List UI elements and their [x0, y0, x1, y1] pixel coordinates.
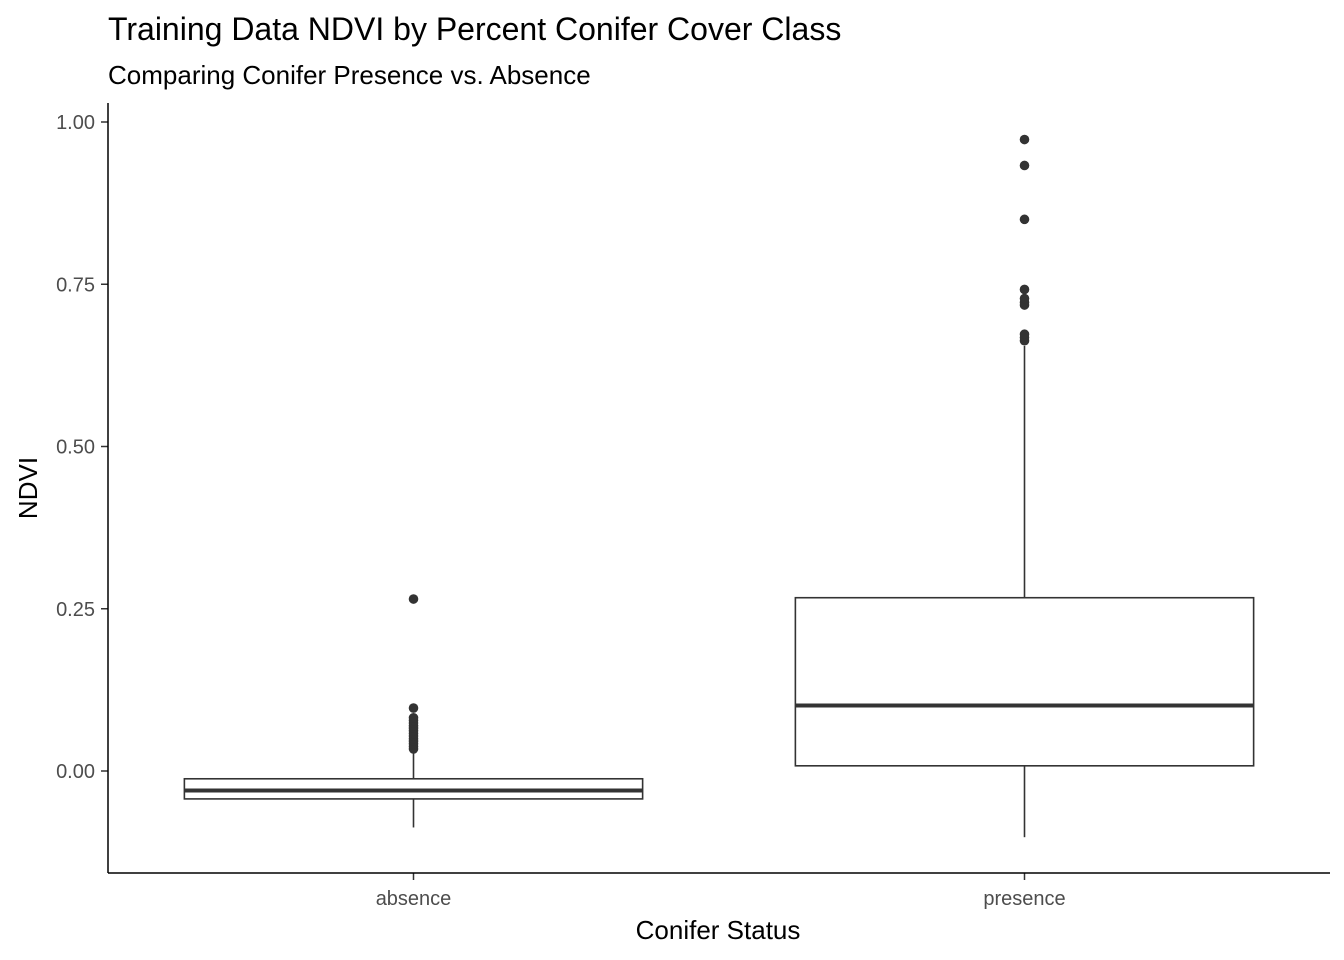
- chart-subtitle: Comparing Conifer Presence vs. Absence: [108, 60, 591, 90]
- box-presence: [794, 134, 1255, 838]
- y-tick-label: 1.00: [56, 112, 95, 134]
- outlier-point: [1019, 134, 1030, 145]
- y-axis-ticks: 0.00 0.25 0.50 0.75 1.00: [56, 112, 108, 783]
- y-tick-label: 0.50: [56, 437, 95, 459]
- outlier-point: [1019, 160, 1030, 171]
- y-tick-label: 0.75: [56, 274, 95, 296]
- plot-marks: [183, 134, 1255, 838]
- box-iqr: [794, 596, 1255, 767]
- outlier-point: [1019, 293, 1030, 304]
- x-tick-label: presence: [983, 888, 1065, 910]
- y-axis-title: NDVI: [13, 457, 43, 519]
- y-tick-label: 0.00: [56, 761, 95, 783]
- outlier-point: [408, 594, 419, 604]
- chart-title: Training Data NDVI by Percent Conifer Co…: [108, 11, 841, 47]
- outlier-point: [1019, 214, 1030, 225]
- outlier-point: [408, 712, 419, 723]
- box-absence: [183, 594, 644, 828]
- x-axis-ticks: absence presence: [376, 873, 1066, 910]
- y-tick-label: 0.25: [56, 599, 95, 621]
- outlier-point: [1019, 329, 1030, 340]
- outlier-point: [408, 703, 419, 713]
- x-tick-label: absence: [376, 888, 452, 910]
- x-axis-title: Conifer Status: [636, 915, 801, 945]
- outlier-point: [1019, 284, 1030, 295]
